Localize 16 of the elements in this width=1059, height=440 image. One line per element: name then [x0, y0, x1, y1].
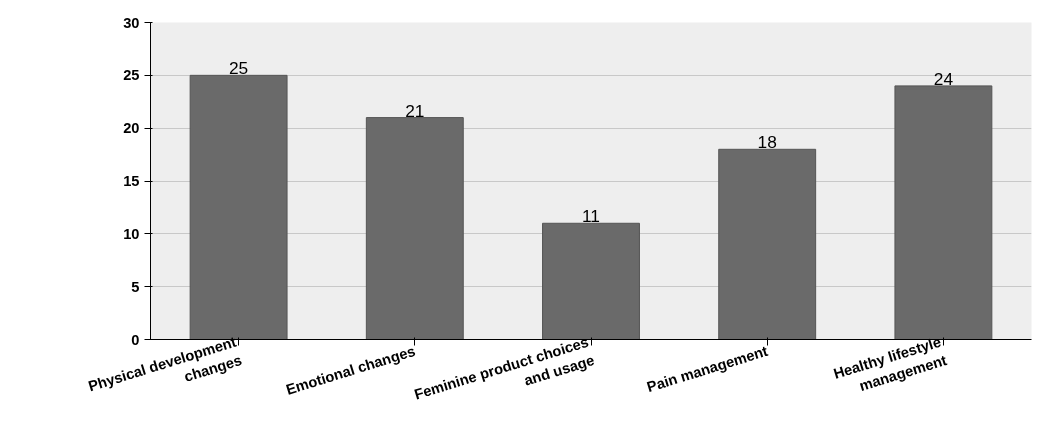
bar — [718, 148, 817, 340]
y-tick-label: 10 — [123, 225, 140, 242]
data-label: 24 — [933, 68, 954, 89]
data-label: 25 — [228, 58, 249, 79]
y-tick-label: 20 — [123, 120, 140, 137]
y-tick-label: 30 — [123, 14, 140, 31]
y-tick-label: 0 — [131, 331, 140, 348]
data-label: 21 — [405, 100, 425, 121]
bar — [894, 85, 993, 340]
bar — [542, 222, 640, 340]
y-tick-label: 5 — [131, 278, 140, 295]
y-tick-label: 15 — [123, 173, 140, 189]
data-label: 18 — [757, 132, 777, 153]
y-tick-label: 25 — [123, 67, 140, 84]
bar — [365, 117, 464, 340]
data-label: 11 — [582, 206, 601, 227]
